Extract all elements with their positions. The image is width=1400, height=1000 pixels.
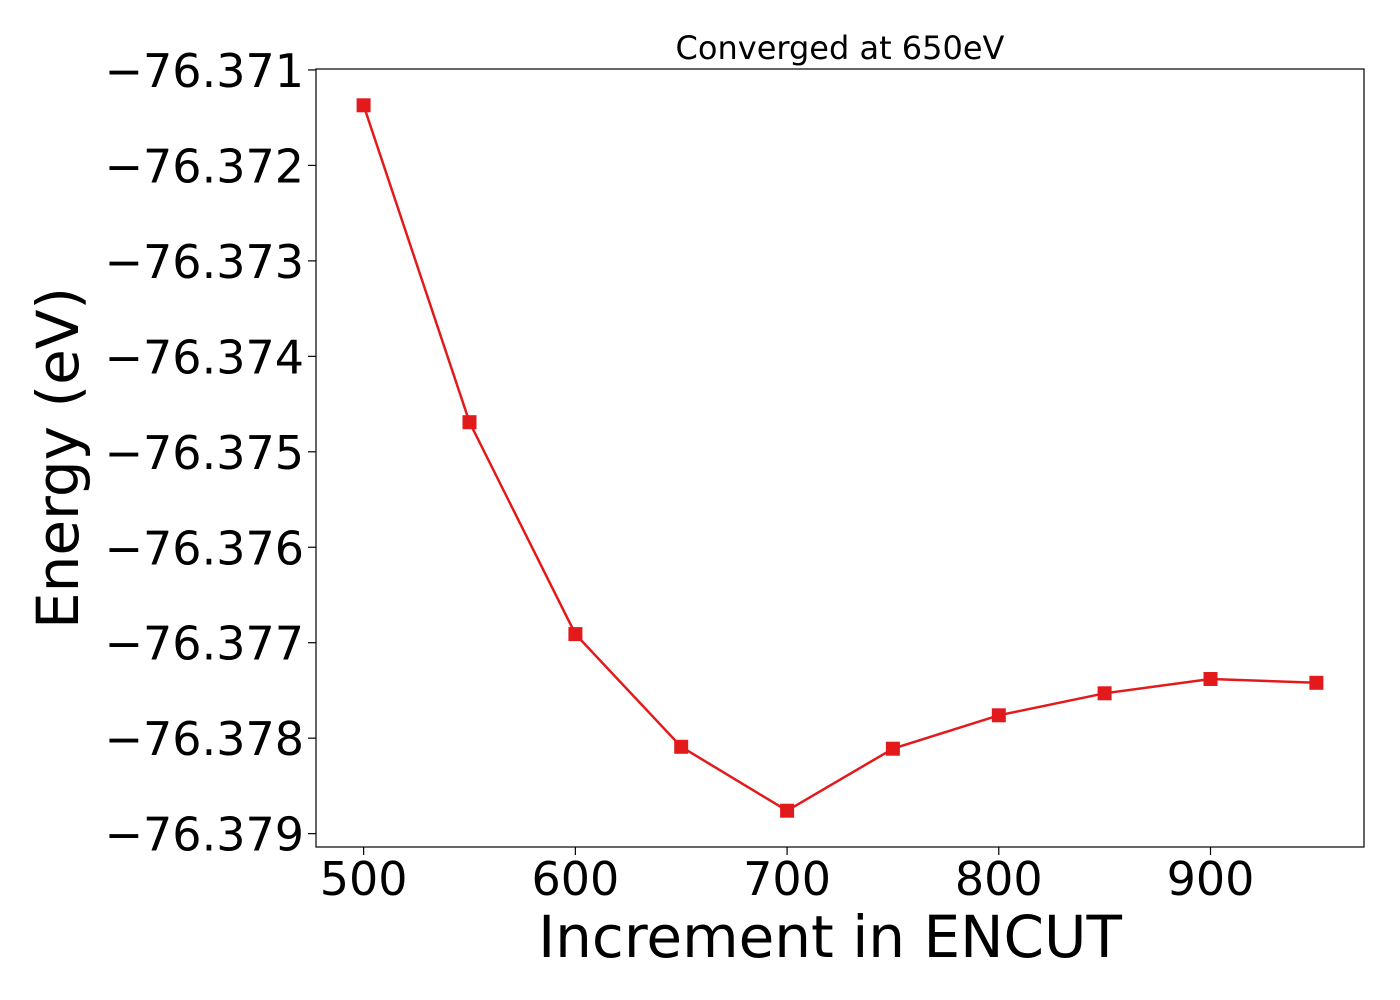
x-tick-label: 700 <box>743 852 831 906</box>
data-point <box>568 627 583 642</box>
y-tick-label: −76.378 <box>105 712 305 766</box>
data-point <box>462 415 477 430</box>
data-point <box>356 98 371 113</box>
x-axis-title: Increment in ENCUT <box>538 903 1122 971</box>
y-tick-label: −76.379 <box>105 808 305 862</box>
y-tick-label: −76.374 <box>105 330 305 384</box>
x-tick-label: 900 <box>1167 852 1255 906</box>
chart-title: Converged at 650eV <box>676 29 1005 67</box>
plot-frame <box>315 68 1365 848</box>
y-axis-title: Energy (eV) <box>24 287 92 629</box>
x-tick-label: 800 <box>955 852 1043 906</box>
y-tick-label: −76.372 <box>105 139 305 193</box>
data-point <box>674 739 689 754</box>
data-point <box>1203 672 1218 686</box>
y-tick-label: −76.375 <box>105 426 305 480</box>
data-point <box>780 803 795 818</box>
y-tick-label: −76.371 <box>105 44 305 98</box>
y-tick-label: −76.373 <box>105 235 305 289</box>
series-line <box>362 104 1317 813</box>
data-point <box>991 708 1006 723</box>
ticks-layer: 500 600 700 800 900 −76.371 −76.372 −76.373 −76.… <box>105 44 1255 906</box>
x-tick-label: 500 <box>320 852 408 906</box>
series-layer <box>356 98 1324 818</box>
data-point <box>1097 686 1112 701</box>
y-tick-label: −76.377 <box>105 617 305 671</box>
y-tick-label: −76.376 <box>105 521 305 575</box>
data-point <box>1309 675 1324 690</box>
x-tick-label: 600 <box>531 852 619 906</box>
data-point <box>885 741 900 756</box>
